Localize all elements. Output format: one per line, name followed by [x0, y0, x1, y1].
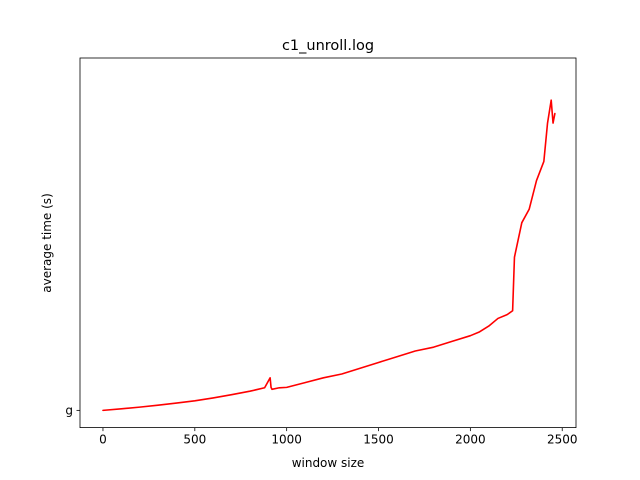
- x-tick-label: 1000: [271, 433, 302, 447]
- axes-frame: [79, 57, 577, 429]
- x-axis-ticks: 0 500 1000 1500 2000 2500: [99, 427, 578, 447]
- chart-title: c1_unroll.log: [282, 38, 374, 54]
- y-axis-label: average time (s): [40, 193, 54, 292]
- x-tick-label: 2500: [547, 433, 578, 447]
- x-tick-label: 0: [99, 433, 107, 447]
- y-tick-label: g: [65, 403, 73, 417]
- x-tick-label: 1500: [363, 433, 394, 447]
- x-tick-label: 500: [183, 433, 206, 447]
- plot-area: [80, 58, 576, 428]
- x-tick-label: 2000: [455, 433, 486, 447]
- x-axis-label: window size: [292, 456, 365, 470]
- y-axis-ticks: g: [65, 403, 80, 417]
- series-layer: [102, 99, 556, 412]
- series-line-0: [102, 99, 556, 412]
